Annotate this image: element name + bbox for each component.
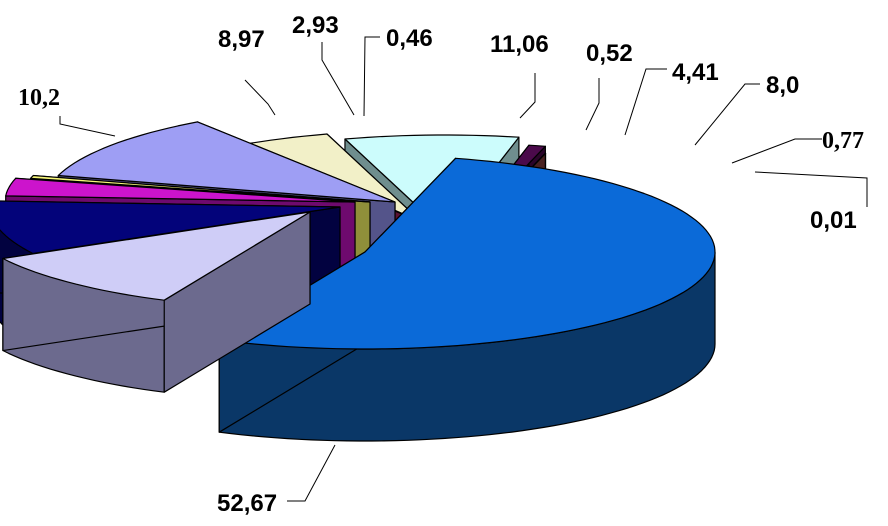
leader-line [519, 73, 536, 119]
leader-line [624, 68, 667, 136]
data-label: 4,41 [672, 59, 719, 86]
leader-line [694, 83, 760, 146]
pie-slice [2, 211, 311, 393]
data-label: 52,67 [217, 490, 277, 517]
pie-slice [218, 157, 716, 442]
leader-line [321, 42, 355, 116]
leader-lines [59, 36, 868, 502]
data-label: 0,46 [386, 25, 433, 52]
leader-line [363, 36, 380, 117]
data-label: 0,01 [810, 207, 857, 234]
data-label: 8,97 [218, 26, 265, 53]
data-labels: 52,67 10,2 8,97 2,93 0,46 11,06 0,52 4,41 8,0 0,7… [18, 12, 864, 517]
data-label: 2,93 [292, 12, 339, 39]
data-label: 0,52 [586, 40, 633, 67]
leader-line [754, 171, 868, 207]
leader-line [731, 138, 822, 164]
data-label: 0,77 [822, 128, 864, 154]
leader-line [244, 79, 276, 116]
data-label: 11,06 [490, 31, 549, 58]
data-label: 10,2 [18, 85, 60, 111]
slices-layer [0, 121, 716, 442]
pie-slice-top [30, 174, 371, 203]
pie-slice-top [218, 157, 716, 350]
leader-line [287, 444, 336, 502]
leader-line [59, 116, 116, 137]
data-label: 8,0 [766, 72, 799, 99]
leader-line [585, 78, 600, 131]
pie-slice-top [5, 177, 356, 203]
pie-slice-top [2, 211, 311, 301]
pie-slice-top [57, 121, 396, 203]
pie-slice-top [0, 200, 341, 255]
